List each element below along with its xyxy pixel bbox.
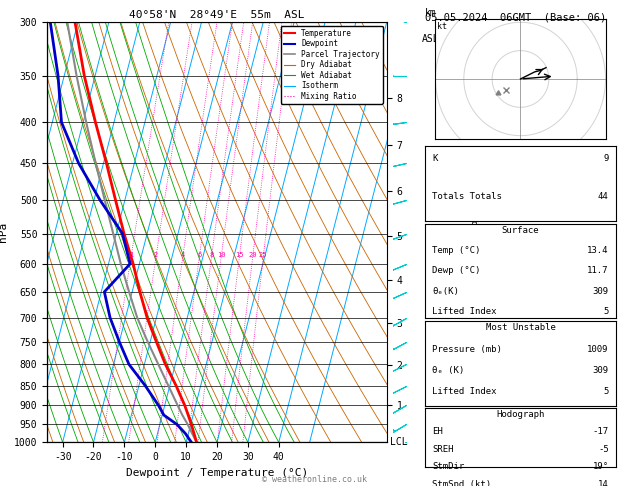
Text: 44: 44 — [598, 191, 609, 201]
Text: Totals Totals: Totals Totals — [432, 191, 502, 201]
Text: 6: 6 — [197, 252, 201, 258]
Text: 13.4: 13.4 — [587, 246, 609, 255]
Text: Pressure (mb): Pressure (mb) — [432, 345, 502, 354]
Text: 11.7: 11.7 — [587, 266, 609, 276]
Text: 8: 8 — [209, 252, 213, 258]
Text: 0: 0 — [603, 430, 609, 439]
Legend: Temperature, Dewpoint, Parcel Trajectory, Dry Adiabat, Wet Adiabat, Isotherm, Mi: Temperature, Dewpoint, Parcel Trajectory… — [281, 26, 383, 104]
Text: 05.05.2024  06GMT  (Base: 06): 05.05.2024 06GMT (Base: 06) — [425, 12, 606, 22]
Text: SREH: SREH — [432, 445, 454, 453]
Text: PW (cm): PW (cm) — [432, 229, 470, 238]
Text: StmDir: StmDir — [432, 462, 464, 471]
Text: 9: 9 — [603, 154, 609, 163]
Text: Surface: Surface — [502, 226, 539, 235]
X-axis label: Dewpoint / Temperature (°C): Dewpoint / Temperature (°C) — [126, 468, 308, 478]
Text: 5: 5 — [603, 387, 609, 396]
Text: 1009: 1009 — [587, 345, 609, 354]
Text: Most Unstable: Most Unstable — [486, 323, 555, 332]
Text: 14: 14 — [598, 480, 609, 486]
Text: 17: 17 — [598, 408, 609, 417]
Text: 1: 1 — [129, 252, 133, 258]
Text: LCL: LCL — [390, 437, 408, 447]
Text: CIN (J): CIN (J) — [432, 347, 470, 357]
Text: 15: 15 — [235, 252, 243, 258]
Text: 25: 25 — [259, 252, 267, 258]
Text: 20: 20 — [248, 252, 257, 258]
Text: Temp (°C): Temp (°C) — [432, 246, 481, 255]
Text: 19°: 19° — [593, 462, 609, 471]
Text: 1.6: 1.6 — [593, 229, 609, 238]
Text: 309: 309 — [593, 366, 609, 375]
Text: θₑ (K): θₑ (K) — [432, 366, 464, 375]
Text: 309: 309 — [593, 287, 609, 296]
Y-axis label: hPa: hPa — [0, 222, 8, 242]
Text: kt: kt — [437, 22, 447, 31]
Text: 10: 10 — [217, 252, 225, 258]
Text: Lifted Index: Lifted Index — [432, 307, 497, 316]
Text: Mixing Ratio (g/kg): Mixing Ratio (g/kg) — [470, 185, 480, 279]
Text: K: K — [432, 154, 438, 163]
Text: 17: 17 — [598, 328, 609, 336]
Title: 40°58'N  28°49'E  55m  ASL: 40°58'N 28°49'E 55m ASL — [129, 10, 305, 20]
Text: CAPE (J): CAPE (J) — [432, 408, 476, 417]
Text: km: km — [425, 8, 437, 17]
Text: 5: 5 — [603, 307, 609, 316]
Text: StmSpd (kt): StmSpd (kt) — [432, 480, 491, 486]
Text: 4: 4 — [181, 252, 185, 258]
Text: ASL: ASL — [422, 35, 440, 45]
Text: Dewp (°C): Dewp (°C) — [432, 266, 481, 276]
Text: -5: -5 — [598, 445, 609, 453]
Text: 2: 2 — [153, 252, 158, 258]
Text: CIN (J): CIN (J) — [432, 430, 470, 439]
Text: © weatheronline.co.uk: © weatheronline.co.uk — [262, 474, 367, 484]
Text: θₑ(K): θₑ(K) — [432, 287, 459, 296]
Text: -17: -17 — [593, 427, 609, 436]
Text: 0: 0 — [603, 347, 609, 357]
Text: CAPE (J): CAPE (J) — [432, 328, 476, 336]
Text: Hodograph: Hodograph — [496, 410, 545, 418]
Text: EH: EH — [432, 427, 443, 436]
Text: Lifted Index: Lifted Index — [432, 387, 497, 396]
